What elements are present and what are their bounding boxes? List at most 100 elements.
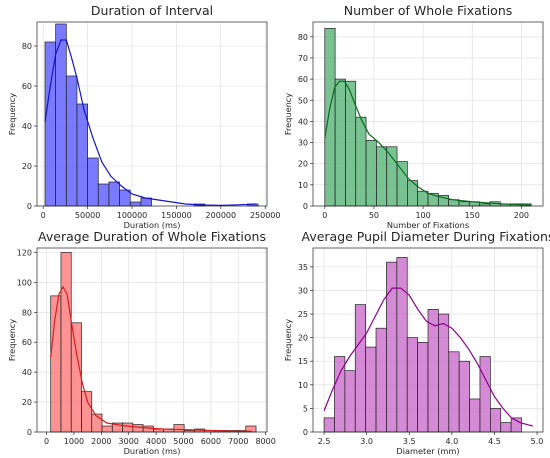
x-axis-label: Number of Fixations <box>387 220 469 230</box>
histogram-bar <box>142 425 154 433</box>
y-tick-label: 20 <box>22 162 32 171</box>
y-tick-label: 35 <box>298 263 308 272</box>
histogram-bar <box>323 417 335 433</box>
axes-frame <box>36 21 268 207</box>
histogram-bar <box>119 189 131 207</box>
histogram-bar <box>365 140 377 207</box>
axes-frame <box>312 21 544 207</box>
histogram-bar <box>365 346 377 433</box>
chart-title: Number of Whole Fixations <box>344 3 513 18</box>
histogram-panel-1: 0 20 40 60 80 0 50000 100000 150000 200000 250000 D… <box>7 3 280 230</box>
x-tick-label: 4.0 <box>445 437 458 446</box>
histogram-bar <box>438 313 450 433</box>
histogram-bar <box>406 337 418 433</box>
histogram-bar <box>344 370 356 433</box>
x-tick-label: 0 <box>44 437 49 446</box>
axes-frame <box>312 247 544 433</box>
kde-line <box>50 285 252 432</box>
y-tick-label: 120 <box>17 248 32 257</box>
x-tick-label: 6000 <box>201 437 221 446</box>
histogram-bar <box>132 424 144 433</box>
x-axis-label: Duration (ms) <box>124 220 181 230</box>
histogram-bar <box>334 78 346 207</box>
histogram-bar <box>469 398 481 433</box>
histogram-bar <box>87 157 99 207</box>
histogram-bar <box>65 75 78 207</box>
x-tick-label: 5000 <box>173 437 193 446</box>
x-axis-label: Diameter (mm) <box>396 446 459 456</box>
histogram-bar <box>101 425 113 433</box>
x-tick-label: 2.5 <box>318 437 331 446</box>
histogram-bar <box>354 304 366 433</box>
histogram-bar <box>490 408 502 433</box>
y-tick-label: 60 <box>22 82 32 91</box>
x-tick-label: 1000 <box>64 437 84 446</box>
kde-line <box>324 80 532 206</box>
histogram-panel-3: 0 20 40 60 80 100 120 0 1000 2000 3000 4000 5000 6000… <box>7 229 276 456</box>
histogram-bar <box>448 351 460 433</box>
chart-title: Average Pupil Diameter During Fixations <box>302 229 550 244</box>
axes-frame <box>36 247 268 433</box>
y-tick-label: 40 <box>298 117 308 126</box>
y-tick-label: 0 <box>303 428 308 437</box>
y-tick-label: 50 <box>298 96 308 105</box>
y-tick-label: 80 <box>22 308 32 317</box>
histogram-bar <box>417 342 429 433</box>
x-tick-label: 50000 <box>75 211 100 220</box>
y-tick-label: 0 <box>27 202 32 211</box>
x-tick-label: 200 <box>514 211 529 220</box>
x-tick-label: 4.5 <box>488 437 501 446</box>
y-axis-label: Frequency <box>7 319 17 361</box>
histogram-bar <box>355 116 367 207</box>
x-tick-label: 3.0 <box>360 437 373 446</box>
y-tick-label: 25 <box>298 310 308 319</box>
histogram-bar <box>345 80 357 207</box>
chart-title: Average Duration of Whole Fixations <box>38 229 266 244</box>
y-axis-label: Frequency <box>7 93 17 135</box>
histogram-panel-4: 0 5 10 15 20 25 30 35 2.5 3.0 3.5 4.0 4.5 5.0 Average … <box>283 229 550 456</box>
y-tick-label: 20 <box>298 160 308 169</box>
x-tick-label: 4000 <box>146 437 166 446</box>
histogram-bar <box>417 190 429 207</box>
x-tick-label: 0 <box>41 211 46 220</box>
x-tick-label: 0 <box>322 211 327 220</box>
y-tick-label: 80 <box>298 33 308 42</box>
y-axis-label: Frequency <box>283 93 293 135</box>
kde-line <box>323 287 533 427</box>
histogram-bar <box>386 146 398 207</box>
y-tick-label: 30 <box>298 286 308 295</box>
y-tick-label: 60 <box>298 75 308 84</box>
x-tick-label: 3000 <box>119 437 139 446</box>
x-tick-label: 200000 <box>206 211 237 220</box>
histogram-bar <box>70 322 82 433</box>
histogram-bar <box>108 181 120 207</box>
x-tick-label: 8000 <box>255 437 275 446</box>
histogram-bar <box>173 424 185 433</box>
y-tick-label: 15 <box>298 357 308 366</box>
histogram-bar <box>129 201 142 207</box>
histogram-panel-2: 0 10 20 30 40 50 60 70 80 0 50 100 150 200 Number of W… <box>283 3 544 230</box>
x-tick-label: 2000 <box>91 437 111 446</box>
histogram-bar <box>376 146 388 207</box>
y-tick-label: 5 <box>303 404 308 413</box>
x-axis-label: Duration (ms) <box>124 446 181 456</box>
y-tick-label: 10 <box>298 381 308 390</box>
x-tick-label: 5.0 <box>531 437 544 446</box>
histogram-bar <box>458 360 470 433</box>
kde-line <box>44 39 257 207</box>
histogram-bar <box>427 308 439 433</box>
y-tick-label: 30 <box>298 139 308 148</box>
y-tick-label: 80 <box>22 42 32 51</box>
y-tick-label: 10 <box>298 181 308 190</box>
x-tick-label: 100 <box>415 211 430 220</box>
y-tick-label: 100 <box>17 278 32 287</box>
y-tick-label: 40 <box>22 368 32 377</box>
histogram-bar <box>97 183 110 207</box>
x-tick-label: 150 <box>465 211 480 220</box>
y-tick-label: 20 <box>22 398 32 407</box>
x-tick-label: 3.5 <box>403 437 416 446</box>
x-tick-label: 150000 <box>161 211 192 220</box>
histogram-bar <box>375 327 387 433</box>
histogram-bar <box>479 356 491 433</box>
